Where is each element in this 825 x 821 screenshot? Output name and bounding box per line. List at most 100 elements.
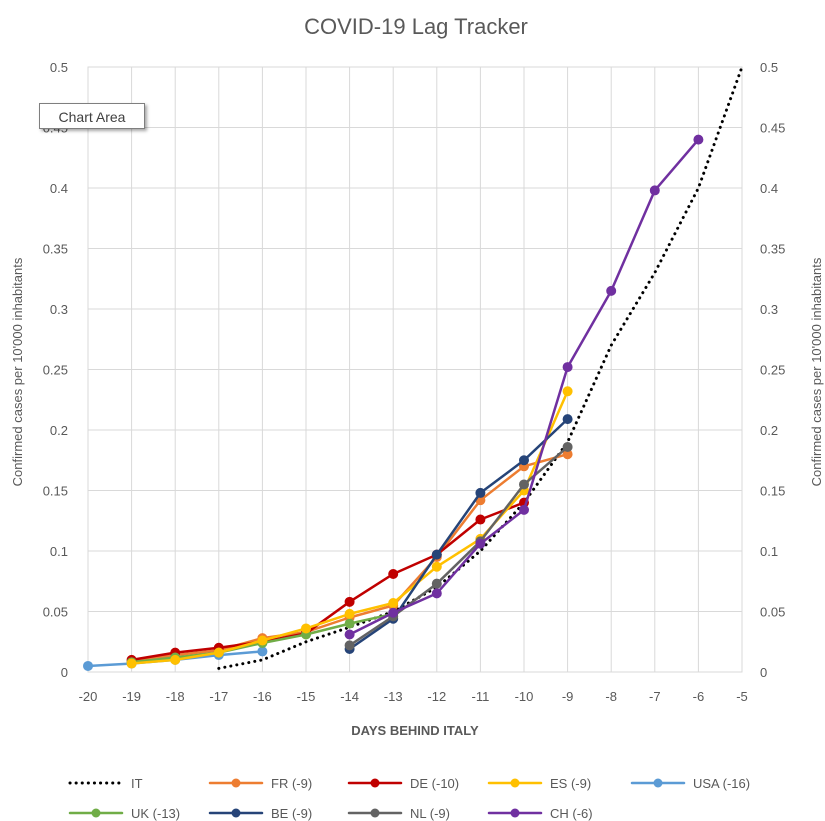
y-tick-label-right: 0.2 <box>760 423 778 438</box>
y-tick-label-right: 0.15 <box>760 484 785 499</box>
data-point-de-10 <box>475 514 486 525</box>
x-tick-label: -19 <box>122 689 141 704</box>
x-axis-title: DAYS BEHIND ITALY <box>351 723 479 738</box>
data-point-nl-9 <box>562 441 573 452</box>
chart-title: COVID-19 Lag Tracker <box>304 14 528 39</box>
data-point-es-9 <box>257 635 268 646</box>
data-point-ch-6 <box>431 588 442 599</box>
series-layer <box>83 65 744 671</box>
y-axis-title-right: Confirmed cases per 10'000 inhabitants <box>809 257 824 486</box>
legend-label-fr-9: FR (-9) <box>271 776 312 791</box>
x-tick-label: -11 <box>471 689 489 704</box>
x-axis: -20 -19 -18 -17 -16 -15 -14 -13 -12 -11 -10 -9 -8 -7 -… <box>79 689 748 704</box>
legend-item-be-9[interactable]: BE (-9) <box>208 806 312 821</box>
series-it <box>217 65 744 670</box>
y-axis-right: 0 0.05 0.1 0.15 0.2 0.25 0.3 0.35 0.4 0.45 0.5 <box>760 60 785 680</box>
y-tick-label-right: 0.5 <box>760 60 778 75</box>
legend-marker-uk-13 <box>91 808 101 818</box>
x-tick-label: -16 <box>253 689 272 704</box>
legend-label-uk-13: UK (-13) <box>131 806 180 821</box>
legend-marker-fr-9 <box>231 778 241 788</box>
legend-marker-ch-6 <box>510 808 520 818</box>
data-point-ch-6 <box>344 629 355 640</box>
y-axis-title-left: Confirmed cases per 10'000 inhabitants <box>10 257 25 486</box>
plot-area[interactable] <box>87 66 743 673</box>
y-tick-label-left: 0.1 <box>50 544 68 559</box>
y-tick-label-left: 0.4 <box>50 181 68 196</box>
legend-item-nl-9[interactable]: NL (-9) <box>347 806 450 821</box>
data-point-ch-6 <box>693 134 704 145</box>
data-point-es-9 <box>213 647 224 658</box>
x-tick-label: -13 <box>384 689 403 704</box>
legend-marker-es-9 <box>510 778 520 788</box>
x-tick-label: -18 <box>166 689 185 704</box>
y-tick-label-left: 0.05 <box>43 605 68 620</box>
data-point-de-10 <box>344 596 355 607</box>
series-line-nl-9 <box>348 445 569 647</box>
data-point-nl-9 <box>344 640 355 651</box>
y-tick-label-right: 0 <box>760 665 767 680</box>
legend-item-fr-9[interactable]: FR (-9) <box>208 776 312 791</box>
y-tick-label-right: 0.05 <box>760 605 785 620</box>
legend-item-uk-13[interactable]: UK (-13) <box>68 806 180 821</box>
y-tick-label-right: 0.45 <box>760 121 785 136</box>
y-tick-label-right: 0.3 <box>760 302 778 317</box>
y-tick-label-left: 0.2 <box>50 423 68 438</box>
series-de-10 <box>126 497 529 665</box>
data-point-nl-9 <box>431 578 442 589</box>
data-point-be-9 <box>562 414 573 425</box>
data-point-be-9 <box>475 487 486 498</box>
data-point-usa-16 <box>83 660 93 671</box>
x-tick-label: -9 <box>562 689 574 704</box>
series-line-be-9 <box>348 417 569 651</box>
data-point-ch-6 <box>562 362 573 373</box>
data-point-uk-13 <box>344 618 355 629</box>
y-axis-left: 00.050.10.150.20.250.30.350.40.450.5 <box>43 60 68 680</box>
series-ch-6 <box>344 134 704 640</box>
y-tick-label-right: 0.35 <box>760 242 785 257</box>
y-tick-label-right: 0.1 <box>760 544 778 559</box>
x-tick-label: -5 <box>736 689 748 704</box>
legend-label-be-9: BE (-9) <box>271 806 312 821</box>
y-tick-label-left: 0.5 <box>50 60 68 75</box>
y-tick-label-left: 0.25 <box>43 363 68 378</box>
legend-item-ch-6[interactable]: CH (-6) <box>487 806 593 821</box>
legend-marker-be-9 <box>231 808 241 818</box>
legend-marker-usa-16 <box>653 778 663 788</box>
chart-area-tooltip: Chart Area <box>39 103 145 129</box>
legend-label-ch-6: CH (-6) <box>550 806 593 821</box>
x-tick-label: -7 <box>649 689 661 704</box>
legend-item-usa-16[interactable]: USA (-16) <box>630 776 750 791</box>
legend-label-usa-16: USA (-16) <box>693 776 750 791</box>
legend-item-de-10[interactable]: DE (-10) <box>347 776 459 791</box>
data-point-be-9 <box>431 549 442 560</box>
legend[interactable]: IT FR (-9) DE (-10) ES (-9) USA (-16) UK (-13… <box>68 776 750 821</box>
data-point-ch-6 <box>606 285 617 296</box>
y-tick-label-left: 0.35 <box>43 242 68 257</box>
plot-area-border <box>87 66 743 673</box>
series-line-it <box>217 65 744 670</box>
legend-label-it: IT <box>131 776 143 791</box>
data-point-es-9 <box>170 654 181 665</box>
data-point-ch-6 <box>475 538 486 549</box>
x-tick-label: -17 <box>209 689 228 704</box>
x-tick-label: -14 <box>340 689 359 704</box>
legend-marker-de-10 <box>370 778 380 788</box>
x-tick-label: -12 <box>427 689 446 704</box>
data-point-usa-16 <box>257 646 268 657</box>
series-line-de-10 <box>130 501 526 662</box>
data-point-de-10 <box>388 568 399 579</box>
y-tick-label-right: 0.4 <box>760 181 778 196</box>
x-tick-label: -10 <box>515 689 534 704</box>
legend-item-es-9[interactable]: ES (-9) <box>487 776 591 791</box>
y-tick-label-left: 0 <box>61 665 68 680</box>
legend-item-it[interactable]: IT <box>68 776 143 791</box>
x-tick-label: -20 <box>79 689 98 704</box>
y-tick-label-left: 0.3 <box>50 302 68 317</box>
data-point-es-9 <box>388 598 399 609</box>
data-point-es-9 <box>344 608 355 619</box>
data-point-ch-6 <box>519 504 529 515</box>
data-point-be-9 <box>519 455 529 466</box>
x-tick-label: -6 <box>693 689 705 704</box>
